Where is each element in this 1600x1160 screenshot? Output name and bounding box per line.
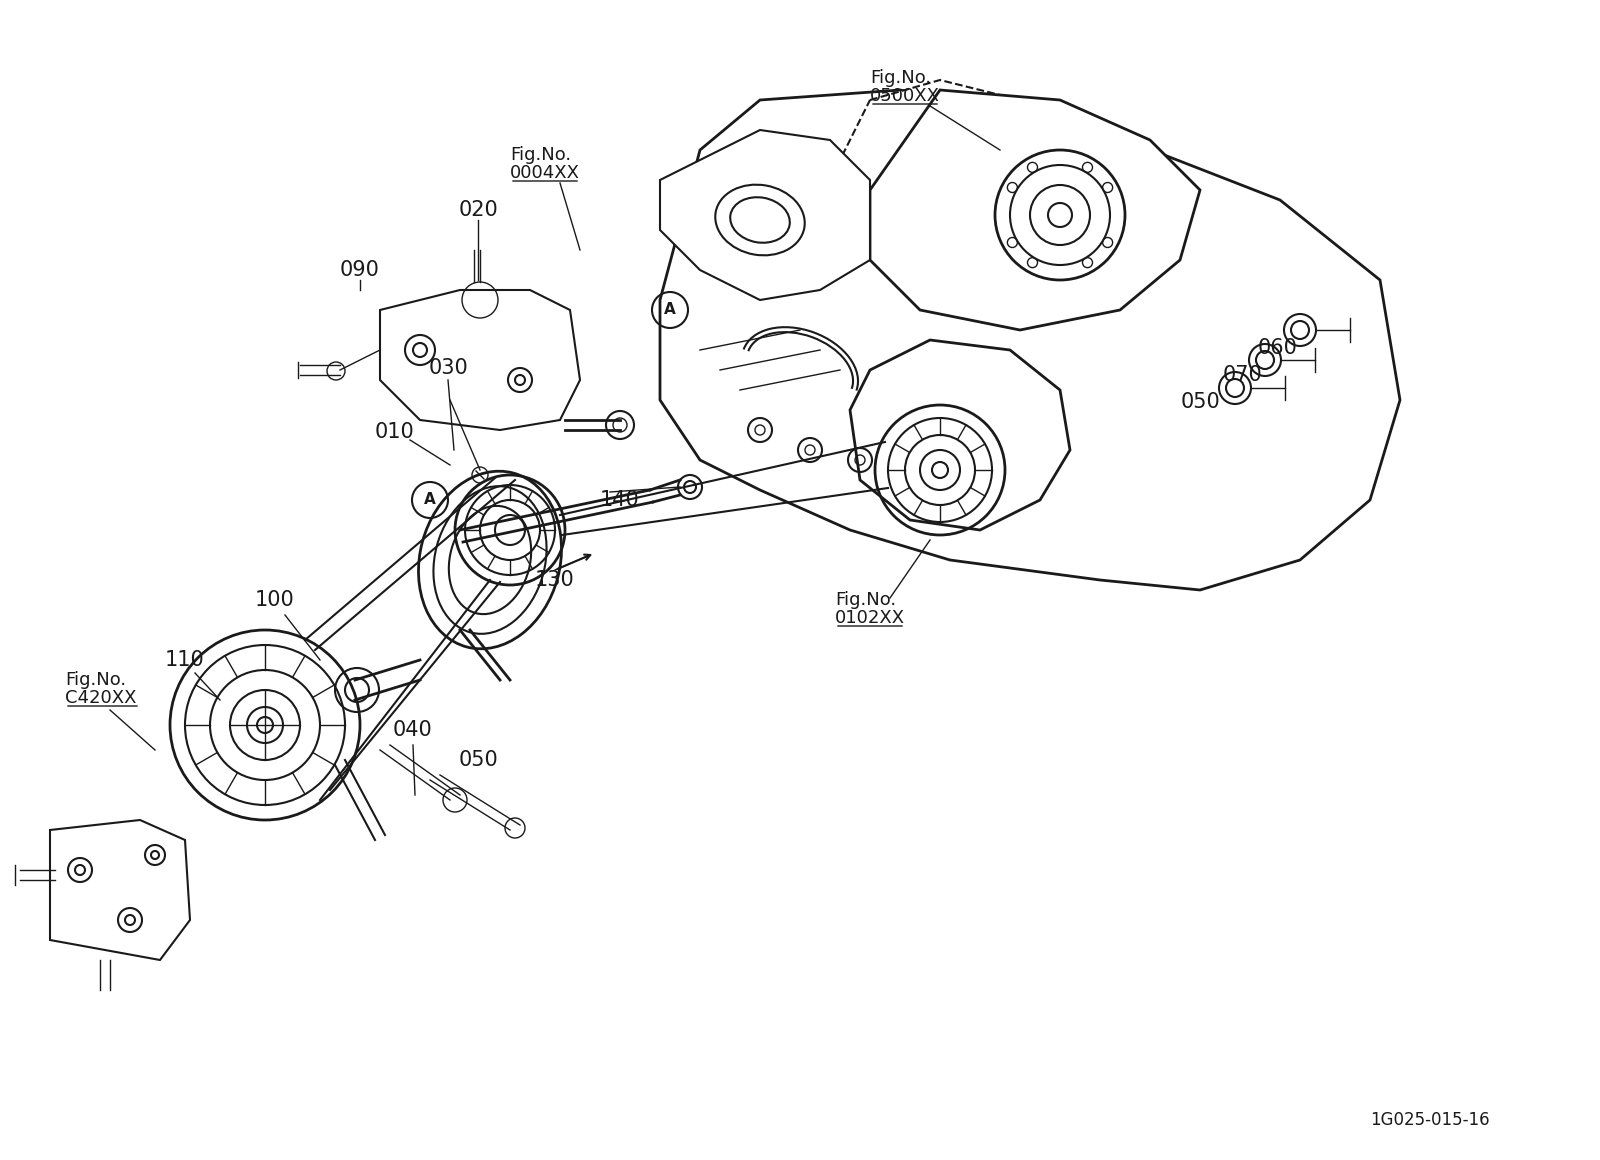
Text: 140: 140 [600,490,640,510]
Text: 0102XX: 0102XX [835,609,906,628]
Polygon shape [870,90,1200,329]
Polygon shape [840,80,1101,220]
Text: 020: 020 [458,200,498,220]
Text: 100: 100 [254,590,294,610]
Text: 050: 050 [458,751,498,770]
Text: A: A [424,493,435,508]
Text: C420XX: C420XX [66,689,136,706]
Text: Fig.No.: Fig.No. [835,590,896,609]
Text: 1G025-015-16: 1G025-015-16 [1370,1111,1490,1129]
Polygon shape [661,90,1400,590]
Polygon shape [661,130,870,300]
Polygon shape [50,820,190,960]
Text: 010: 010 [374,422,414,442]
Text: 090: 090 [341,260,379,280]
Text: 050: 050 [1181,392,1219,412]
Text: 130: 130 [534,570,574,590]
Text: Fig.No.: Fig.No. [66,670,126,689]
Text: 070: 070 [1222,365,1262,385]
Text: Fig.No.: Fig.No. [510,146,571,164]
Text: Fig.No.: Fig.No. [870,68,931,87]
Text: 0500XX: 0500XX [870,87,941,106]
Text: 040: 040 [394,720,434,740]
Text: A: A [664,303,675,318]
Polygon shape [381,290,579,430]
Polygon shape [850,340,1070,530]
Text: 030: 030 [429,358,467,378]
Text: 060: 060 [1258,338,1298,358]
Text: 110: 110 [165,650,205,670]
Text: 0004XX: 0004XX [510,164,579,182]
